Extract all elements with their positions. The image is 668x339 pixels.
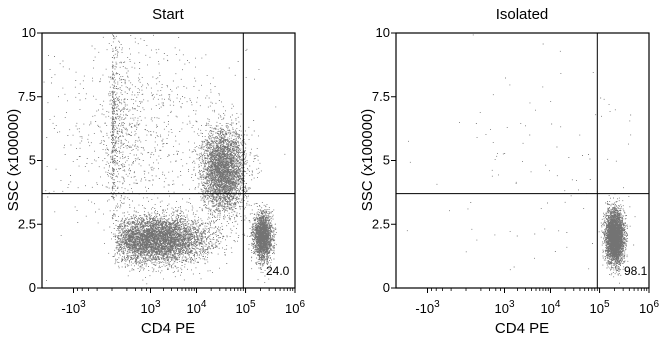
x-tick-label: 106 xyxy=(639,299,659,316)
plot-panel-isolated: Isolated 98.1 0 2.5 5 7.5 10 -103 103 104 105 10… xyxy=(359,6,659,337)
x-axis-label: CD4 PE xyxy=(141,320,195,337)
gate-percentage-label: 98.1 xyxy=(624,264,648,278)
y-tick-label: 2.5 xyxy=(372,216,390,231)
x-axis-label: CD4 PE xyxy=(495,320,549,337)
x-tick-label: -103 xyxy=(415,299,440,316)
y-tick-label: 0 xyxy=(29,280,36,295)
y-axis: 0 2.5 5 7.5 10 xyxy=(18,25,42,295)
y-tick-label: 5 xyxy=(29,153,36,168)
chart-title: Start xyxy=(152,6,185,23)
y-tick-label: 7.5 xyxy=(18,89,36,104)
x-axis: -103 103 104 105 106 xyxy=(61,288,305,316)
scatter-points xyxy=(406,34,636,284)
x-tick-label: 105 xyxy=(236,299,256,316)
y-axis-label: SSC (x100000) xyxy=(5,109,22,212)
x-tick-label: 104 xyxy=(540,299,560,316)
y-axis: 0 2.5 5 7.5 10 xyxy=(372,25,396,295)
x-tick-label: -103 xyxy=(61,299,86,316)
plot-panel-start: Start 24.0 0 2.5 5 7.5 10 -103 103 104 105 106 C… xyxy=(5,6,305,337)
y-tick-label: 5 xyxy=(383,153,390,168)
x-axis: -103 103 104 105 106 xyxy=(415,288,659,316)
y-tick-label: 10 xyxy=(376,25,390,40)
chart-title: Isolated xyxy=(496,6,549,23)
x-tick-label: 103 xyxy=(494,299,514,316)
y-tick-label: 7.5 xyxy=(372,89,390,104)
y-tick-label: 0 xyxy=(383,280,390,295)
data-points xyxy=(43,34,286,285)
y-axis-label: SSC (x100000) xyxy=(359,109,376,212)
x-tick-label: 105 xyxy=(590,299,610,316)
x-tick-label: 106 xyxy=(285,299,305,316)
data-points xyxy=(406,34,636,284)
y-tick-label: 10 xyxy=(22,25,36,40)
scatter-points xyxy=(43,34,286,285)
y-tick-label: 2.5 xyxy=(18,216,36,231)
x-tick-label: 103 xyxy=(140,299,160,316)
gate-percentage-label: 24.0 xyxy=(266,264,290,278)
x-tick-label: 104 xyxy=(186,299,206,316)
